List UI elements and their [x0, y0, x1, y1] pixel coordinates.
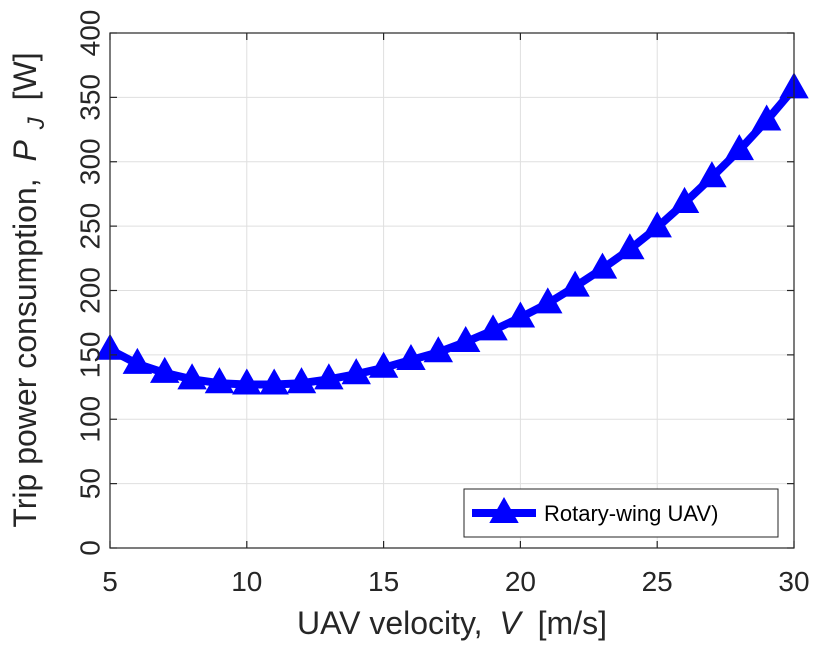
- data-point-marker: [450, 325, 481, 352]
- data-point-marker: [642, 211, 672, 238]
- x-tick-label: 25: [642, 566, 673, 597]
- data-point-marker: [396, 343, 426, 371]
- x-tick-label: 15: [368, 566, 399, 597]
- y-tick-label: 150: [74, 332, 105, 379]
- data-point-marker: [724, 134, 754, 161]
- x-axis-title: UAV velocity, V [m/s]: [297, 605, 607, 641]
- data-point-marker: [314, 363, 344, 390]
- data-point-marker: [204, 367, 235, 394]
- y-tick-label: 100: [74, 396, 105, 443]
- data-point-marker: [122, 347, 153, 374]
- x-axis-label: UAV velocity,: [297, 605, 483, 641]
- data-point-marker: [533, 287, 563, 314]
- data-point-marker: [669, 186, 700, 213]
- data-point-marker: [505, 301, 536, 328]
- y-tick-label: 250: [74, 203, 105, 250]
- data-point-marker: [177, 363, 207, 390]
- data-point-marker: [259, 368, 289, 395]
- data-point-marker: [368, 351, 399, 378]
- data-point-marker: [341, 358, 371, 385]
- y-tick-label: 50: [74, 468, 105, 499]
- x-tick-label: 30: [778, 566, 809, 597]
- x-axis-unit: [m/s]: [538, 605, 607, 641]
- x-tick-labels: 5 10 15 20 25 30: [102, 566, 809, 597]
- data-point-marker: [751, 104, 782, 131]
- data-point-marker: [423, 336, 454, 363]
- y-axis-subscript: J: [23, 116, 50, 130]
- x-tick-label: 5: [102, 566, 118, 597]
- x-axis-variable: V: [499, 605, 523, 641]
- x-tick-label: 20: [505, 566, 536, 597]
- x-tick-label: 10: [231, 566, 262, 597]
- y-tick-label: 400: [74, 10, 105, 57]
- data-point-marker: [286, 367, 317, 394]
- legend-label: Rotary-wing UAV): [544, 501, 718, 526]
- y-axis-label: Trip power consumption,: [7, 178, 43, 527]
- data-point-marker: [478, 314, 508, 341]
- legend: Rotary-wing UAV): [463, 488, 779, 538]
- y-axis-variable: P: [7, 140, 43, 162]
- y-tick-label: 350: [74, 74, 105, 121]
- y-tick-labels: 0 50 100 150 200 250 300 350 400: [74, 10, 105, 556]
- y-tick-label: 0: [74, 540, 105, 556]
- y-axis-unit: [W]: [7, 52, 43, 100]
- data-point-marker: [697, 161, 727, 188]
- series-layer: [95, 72, 809, 395]
- data-point-marker: [150, 356, 180, 383]
- y-tick-label: 200: [74, 267, 105, 314]
- data-point-marker: [560, 270, 590, 297]
- y-tick-label: 300: [74, 138, 105, 185]
- legend-marker-triangle: [489, 496, 519, 523]
- data-point-marker: [587, 252, 618, 279]
- tick-marks: [109, 32, 795, 549]
- data-point-marker: [232, 368, 262, 395]
- y-axis-title: Trip power consumption, P J [W]: [7, 52, 51, 527]
- data-point-marker: [615, 233, 645, 260]
